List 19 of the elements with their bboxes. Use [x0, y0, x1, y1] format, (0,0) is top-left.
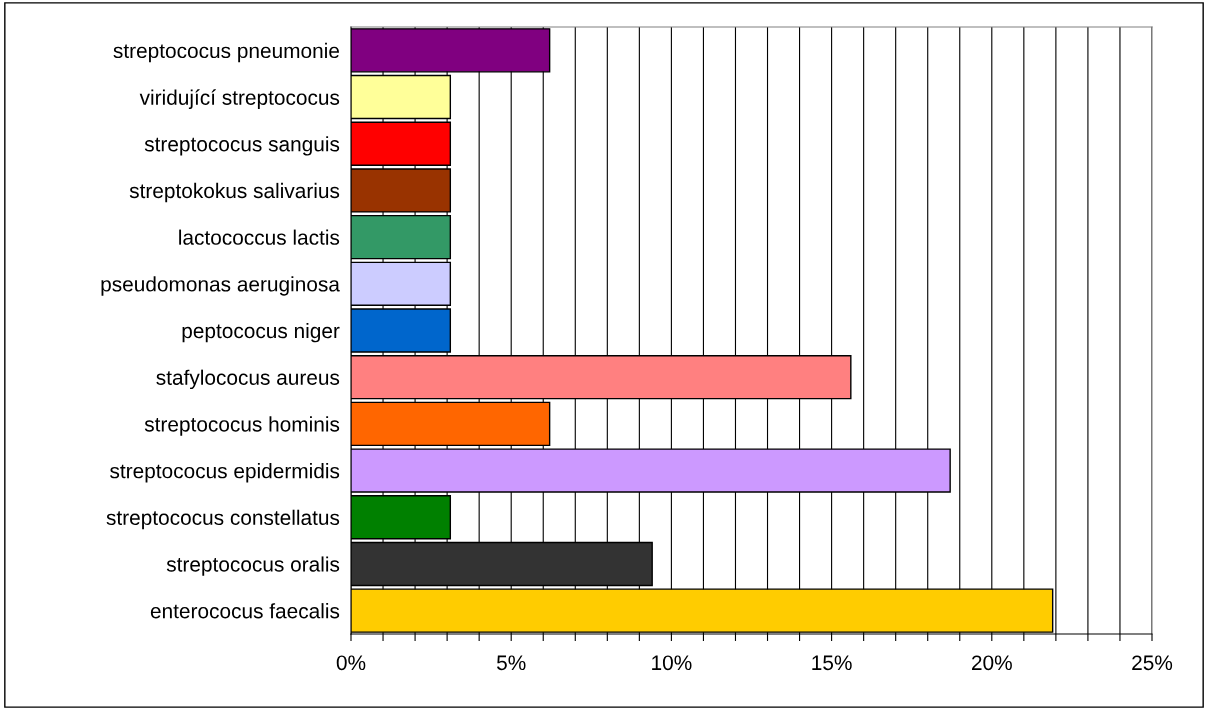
- y-tick-label: pseudomonas aeruginosa: [101, 276, 340, 296]
- y-tick-label: viridující streptococus: [139, 89, 340, 110]
- y-tick-label: peptococus niger: [182, 322, 340, 343]
- x-tick-label: 0%: [336, 655, 366, 671]
- x-tick-label: 10%: [652, 655, 692, 671]
- y-tick-label: streptococus hominis: [144, 416, 340, 436]
- y-tick-label: streptococus oralis: [166, 556, 340, 576]
- y-tick-label: streptococus pneumonie: [113, 42, 339, 63]
- x-tick-label: 25%: [1132, 655, 1173, 671]
- y-tick-label: streptococus constellatus: [106, 509, 340, 530]
- y-tick-label: streptococus epidermidis: [110, 463, 340, 483]
- y-tick-label: stafylococus aureus: [156, 369, 340, 390]
- y-tick-label: lactococcus lactis: [179, 229, 340, 245]
- y-tick-label: enterococus faecalis: [150, 603, 340, 619]
- x-tick-label: 5%: [496, 655, 526, 671]
- y-tick-label: streptococus sanguis: [144, 136, 340, 156]
- x-tick-label: 20%: [972, 655, 1012, 671]
- x-tick-label: 15%: [812, 655, 852, 671]
- y-tick-label: streptokokus salivarius: [129, 182, 340, 203]
